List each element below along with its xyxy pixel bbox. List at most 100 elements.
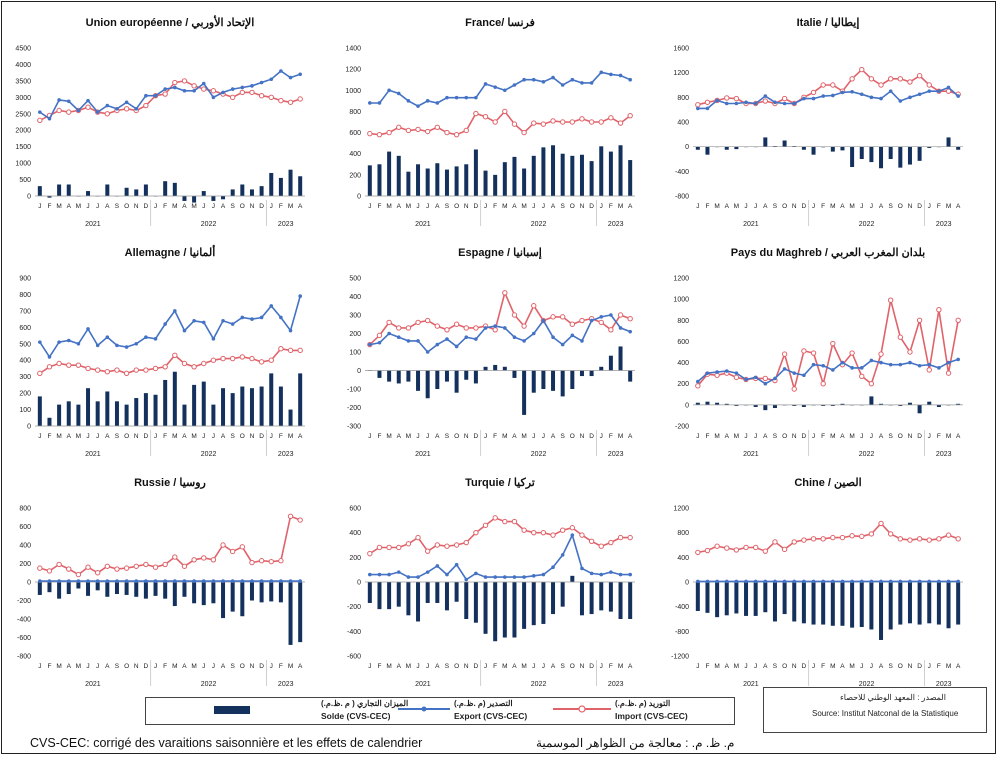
x-tick-label: F xyxy=(705,433,709,440)
balance-bar xyxy=(230,393,235,426)
import-point xyxy=(559,314,566,320)
balance-bar xyxy=(367,165,372,196)
balance-bar xyxy=(830,146,835,152)
balance-bar xyxy=(956,146,961,150)
x-tick-label: J xyxy=(426,433,429,440)
export-point xyxy=(782,367,787,371)
export-point xyxy=(259,315,264,320)
export-point xyxy=(917,579,922,584)
y-tick-label: -400 xyxy=(675,604,689,611)
export-point xyxy=(580,339,584,343)
balance-bar xyxy=(927,582,932,624)
x-tick-label: M xyxy=(288,663,293,670)
x-tick-label: N xyxy=(250,433,255,440)
export-point xyxy=(153,579,158,583)
export-point xyxy=(831,368,835,372)
export-point xyxy=(744,579,748,584)
export-point xyxy=(445,95,449,100)
export-point xyxy=(192,88,196,93)
export-point xyxy=(908,95,912,100)
export-point xyxy=(560,342,565,347)
balance-bar xyxy=(522,370,527,415)
x-tick-label: M xyxy=(76,203,81,210)
x-tick-label: A xyxy=(397,203,402,210)
export-point xyxy=(580,81,584,85)
x-tick-label: A xyxy=(221,663,226,670)
export-point xyxy=(821,94,825,98)
import-point xyxy=(201,86,207,92)
export-point xyxy=(724,369,729,373)
balance-bar xyxy=(811,582,816,625)
export-point xyxy=(38,579,42,583)
balance-bar xyxy=(387,582,392,610)
x-tick-label: F xyxy=(609,433,613,440)
import-point xyxy=(210,357,217,363)
export-point xyxy=(124,100,129,105)
y-tick-label: 0 xyxy=(357,580,361,587)
balance-bar xyxy=(869,582,874,630)
x-tick-label: J xyxy=(86,203,89,210)
export-point xyxy=(368,572,372,577)
x-tick-label: A xyxy=(182,433,187,440)
y-tick-label: 500 xyxy=(349,276,361,283)
export-point xyxy=(230,322,235,326)
balance-bar xyxy=(249,189,254,196)
export-point xyxy=(396,335,401,340)
import-point xyxy=(229,355,236,362)
balance-bar xyxy=(182,582,187,597)
import-point xyxy=(181,563,188,569)
import-point xyxy=(415,534,421,541)
balance-bar xyxy=(589,161,594,196)
import-point xyxy=(540,529,547,536)
export-point xyxy=(792,371,797,375)
balance-bar xyxy=(772,582,777,622)
x-tick-label: J xyxy=(600,203,603,210)
x-tick-label: A xyxy=(435,433,440,440)
x-tick-label: F xyxy=(493,663,497,670)
balance-bar xyxy=(298,373,303,426)
x-tick-label: N xyxy=(464,203,469,210)
export-point xyxy=(259,579,264,583)
x-tick-label: N xyxy=(908,433,913,440)
import-point xyxy=(66,566,72,572)
export-point xyxy=(269,77,274,82)
balance-bar xyxy=(927,146,932,148)
balance-bar xyxy=(124,404,129,426)
balance-bar xyxy=(425,168,430,196)
import-point xyxy=(531,303,537,309)
balance-bar xyxy=(230,582,235,612)
balance-bar xyxy=(76,582,81,589)
export-point xyxy=(105,335,110,340)
export-point xyxy=(221,579,225,583)
balance-bar xyxy=(143,393,148,426)
export-point xyxy=(144,93,148,98)
x-tick-label: N xyxy=(580,203,585,210)
import-point xyxy=(444,543,450,549)
import-point xyxy=(849,533,855,539)
import-point xyxy=(521,129,527,136)
x-tick-label: D xyxy=(144,663,149,670)
balance-bar xyxy=(888,582,893,630)
import-point xyxy=(191,83,197,89)
export-point xyxy=(368,101,372,105)
x-tick-label: D xyxy=(259,203,264,210)
year-label: 2022 xyxy=(531,221,547,228)
x-tick-label: J xyxy=(484,663,487,670)
x-tick-label: J xyxy=(212,663,215,670)
y-tick-label: 1200 xyxy=(673,276,689,283)
export-point xyxy=(445,572,449,577)
import-point xyxy=(85,365,91,372)
export-point xyxy=(288,579,293,583)
x-tick-label: A xyxy=(512,203,517,210)
import-point xyxy=(46,364,53,370)
x-tick-label: F xyxy=(937,433,941,440)
x-tick-label: J xyxy=(368,203,371,210)
x-tick-label: F xyxy=(163,663,167,670)
import-point xyxy=(724,95,730,101)
import-point xyxy=(936,307,942,313)
x-tick-label: J xyxy=(270,663,273,670)
import-point xyxy=(502,518,508,525)
balance-bar xyxy=(695,402,700,405)
balance-bar xyxy=(124,582,129,595)
export-point xyxy=(173,579,177,583)
